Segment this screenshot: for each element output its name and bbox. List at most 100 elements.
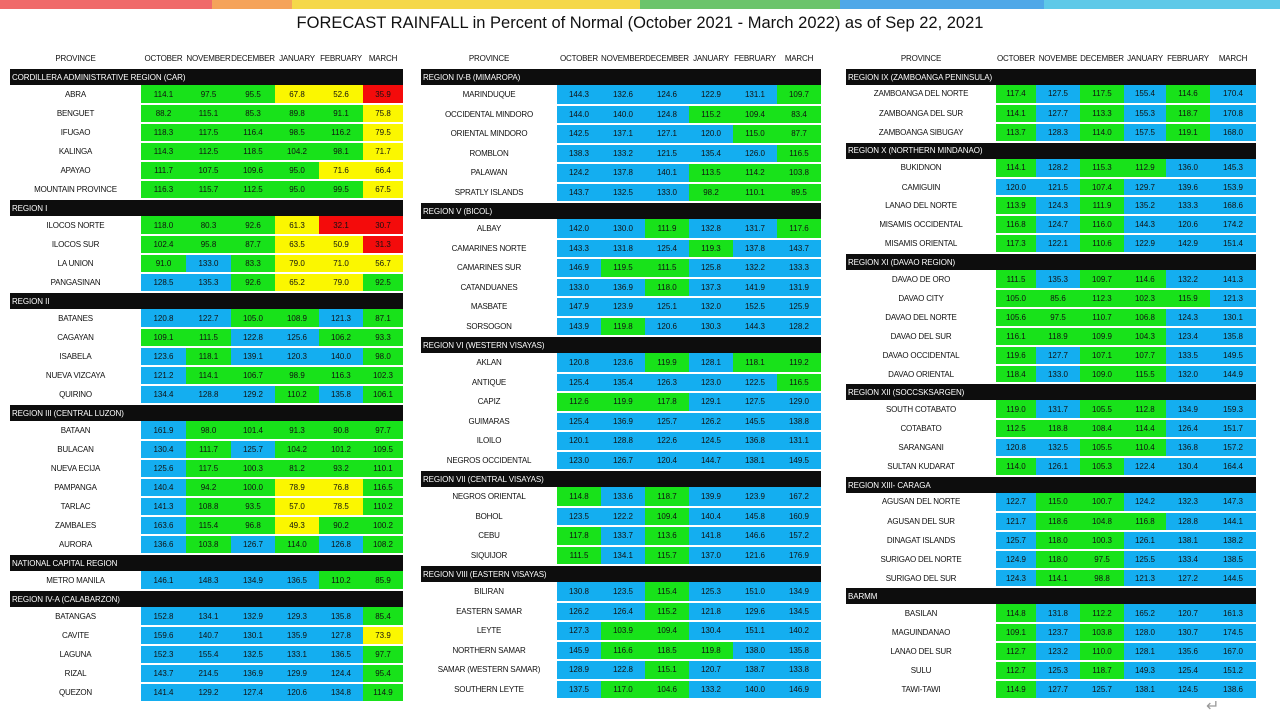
rainfall-value: 109.9 [1080,326,1124,347]
rainfall-value: 112.5 [186,142,231,162]
rainfall-value: 135.8 [777,640,821,661]
province-name: ILOCOS NORTE [10,216,141,236]
rainfall-value: 139.9 [689,487,733,508]
rainfall-value: 105.0 [231,309,275,329]
top-color-bar [0,0,1280,9]
rainfall-value: 79.0 [275,254,319,274]
region-header-row: REGION XIII- CARAGA [846,476,1256,494]
rainfall-value: 140.0 [601,104,645,125]
column-header-month: JANUARY [689,47,733,69]
rainfall-value: 133.0 [1036,364,1080,385]
province-name: LANAO DEL SUR [846,642,996,663]
rainfall-value: 114.1 [996,103,1036,124]
table-row: RIZAL 143.7 214.5 136.9 129.9 124.4 95.4 [10,664,403,684]
rainfall-value: 130.7 [1166,623,1210,644]
table-row: MISAMIS OCCIDENTAL 116.8 124.7 116.0 144.3 12… [846,215,1256,236]
rainfall-value: 176.9 [777,545,821,566]
province-name: ILOCOS SUR [10,235,141,255]
rainfall-value: 133.1 [275,645,319,665]
table-row: BOHOL 123.5 122.2 109.4 140.4 145.8 160.9 [421,506,821,527]
rainfall-value: 118.9 [1036,326,1080,347]
province-name: CAMIGUIN [846,177,996,198]
province-name: BUKIDNON [846,158,996,179]
rainfall-value: 148.3 [186,571,231,591]
top-bar-segment [640,0,840,9]
table-row: CAGAYAN 109.1 111.5 122.8 125.6 106.2 93.3 [10,328,403,348]
table-row: BILIRAN 130.8 123.5 115.4 125.3 151.0 134.9 [421,582,821,603]
province-name: DINAGAT ISLANDS [846,530,996,551]
rainfall-value: 114.0 [996,457,1036,478]
table-row: APAYAO 111.7 107.5 109.6 95.0 71.6 66.4 [10,161,403,181]
rainfall-value: 92.6 [231,216,275,236]
rainfall-value: 88.2 [141,104,186,124]
rainfall-value: 137.1 [601,124,645,145]
province-name: LAGUNA [10,645,141,665]
rainfall-value: 122.8 [601,660,645,681]
rainfall-value: 135.3 [1036,270,1080,291]
rainfall-value: 123.7 [1036,623,1080,644]
rainfall-value: 161.9 [141,421,186,441]
rainfall-value: 116.1 [996,326,1036,347]
table-row: ZAMBALES 163.6 115.4 96.8 49.3 90.2 100.2 [10,516,403,536]
rainfall-value: 130.8 [557,582,601,603]
top-bar-segment [292,0,640,9]
table-row: DAVAO CITY 105.0 85.6 112.3 102.3 115.9 121.3 [846,289,1256,309]
column-header-month: NOVEMBE [1036,47,1080,69]
rainfall-value: 118.7 [645,487,689,508]
rainfall-value: 124.2 [557,163,601,184]
rainfall-value: 120.8 [557,353,601,374]
rainfall-value: 85.3 [231,104,275,124]
rainfall-value: 113.5 [689,163,733,184]
rainfall-value: 149.3 [1124,661,1166,682]
rainfall-value: 125.3 [1036,661,1080,682]
rainfall-value: 123.0 [557,450,601,471]
column-header-province: PROVINCE [421,47,557,69]
rainfall-value: 118.1 [186,347,231,367]
rainfall-value: 125.6 [275,328,319,348]
rainfall-value: 157.2 [1210,438,1256,459]
rainfall-value: 138.2 [1210,530,1256,551]
rainfall-value: 120.8 [141,309,186,329]
rainfall-value: 117.8 [557,526,601,547]
rainfall-value: 128.9 [557,660,601,681]
region-header-row: REGION VI (WESTERN VISAYAS) [421,336,821,353]
rainfall-value: 107.4 [1080,177,1124,198]
rainfall-value: 144.3 [733,316,777,337]
province-name: SAMAR (WESTERN SAMAR) [421,660,557,681]
rainfall-value: 116.4 [231,123,275,143]
rainfall-value: 124.5 [1166,680,1210,700]
rainfall-value: 109.6 [231,161,275,181]
region-name: REGION IV-A (CALABARZON) [10,590,403,607]
column-header-month: MARCH [777,47,821,69]
rainfall-value: 83.3 [231,254,275,274]
rainfall-value: 111.5 [645,258,689,279]
rainfall-value: 104.2 [275,142,319,162]
rainfall-value: 118.0 [645,277,689,298]
table-row: ZAMBOANGA DEL NORTE 117.4 127.5 117.5 155.4 1… [846,85,1256,105]
rainfall-value: 116.3 [319,366,363,386]
rainfall-value: 122.6 [645,431,689,452]
rainfall-value: 165.2 [1124,604,1166,625]
rainfall-value: 144.1 [1210,511,1256,532]
rainfall-value: 114.6 [1124,270,1166,291]
table-row: QUIRINO 134.4 128.8 129.2 110.2 135.8 106.1 [10,385,403,405]
table-row: SOUTH COTABATO 119.0 131.7 105.5 112.8 134.9 1… [846,400,1256,421]
rainfall-value: 125.8 [689,258,733,279]
region-header-row: REGION IV-A (CALABARZON) [10,590,403,607]
rainfall-value: 32.1 [319,216,363,236]
rainfall-value: 110.2 [363,497,403,517]
region-header-row: REGION VIII (EASTERN VISAYAS) [421,565,821,582]
rainfall-value: 135.8 [319,385,363,405]
rainfall-value: 128.1 [1124,642,1166,663]
rainfall-value: 108.8 [186,497,231,517]
province-name: CAGAYAN [10,328,141,348]
rainfall-value: 127.5 [1036,85,1080,105]
province-name: OCCIDENTAL MINDORO [421,104,557,125]
rainfall-value: 136.5 [319,645,363,665]
rainfall-value: 65.2 [275,273,319,293]
province-name: BASILAN [846,604,996,625]
rainfall-value: 105.5 [1080,400,1124,421]
rainfall-value: 135.6 [1166,642,1210,663]
rainfall-value: 140.1 [645,163,689,184]
rainfall-value: 124.3 [1036,196,1080,217]
